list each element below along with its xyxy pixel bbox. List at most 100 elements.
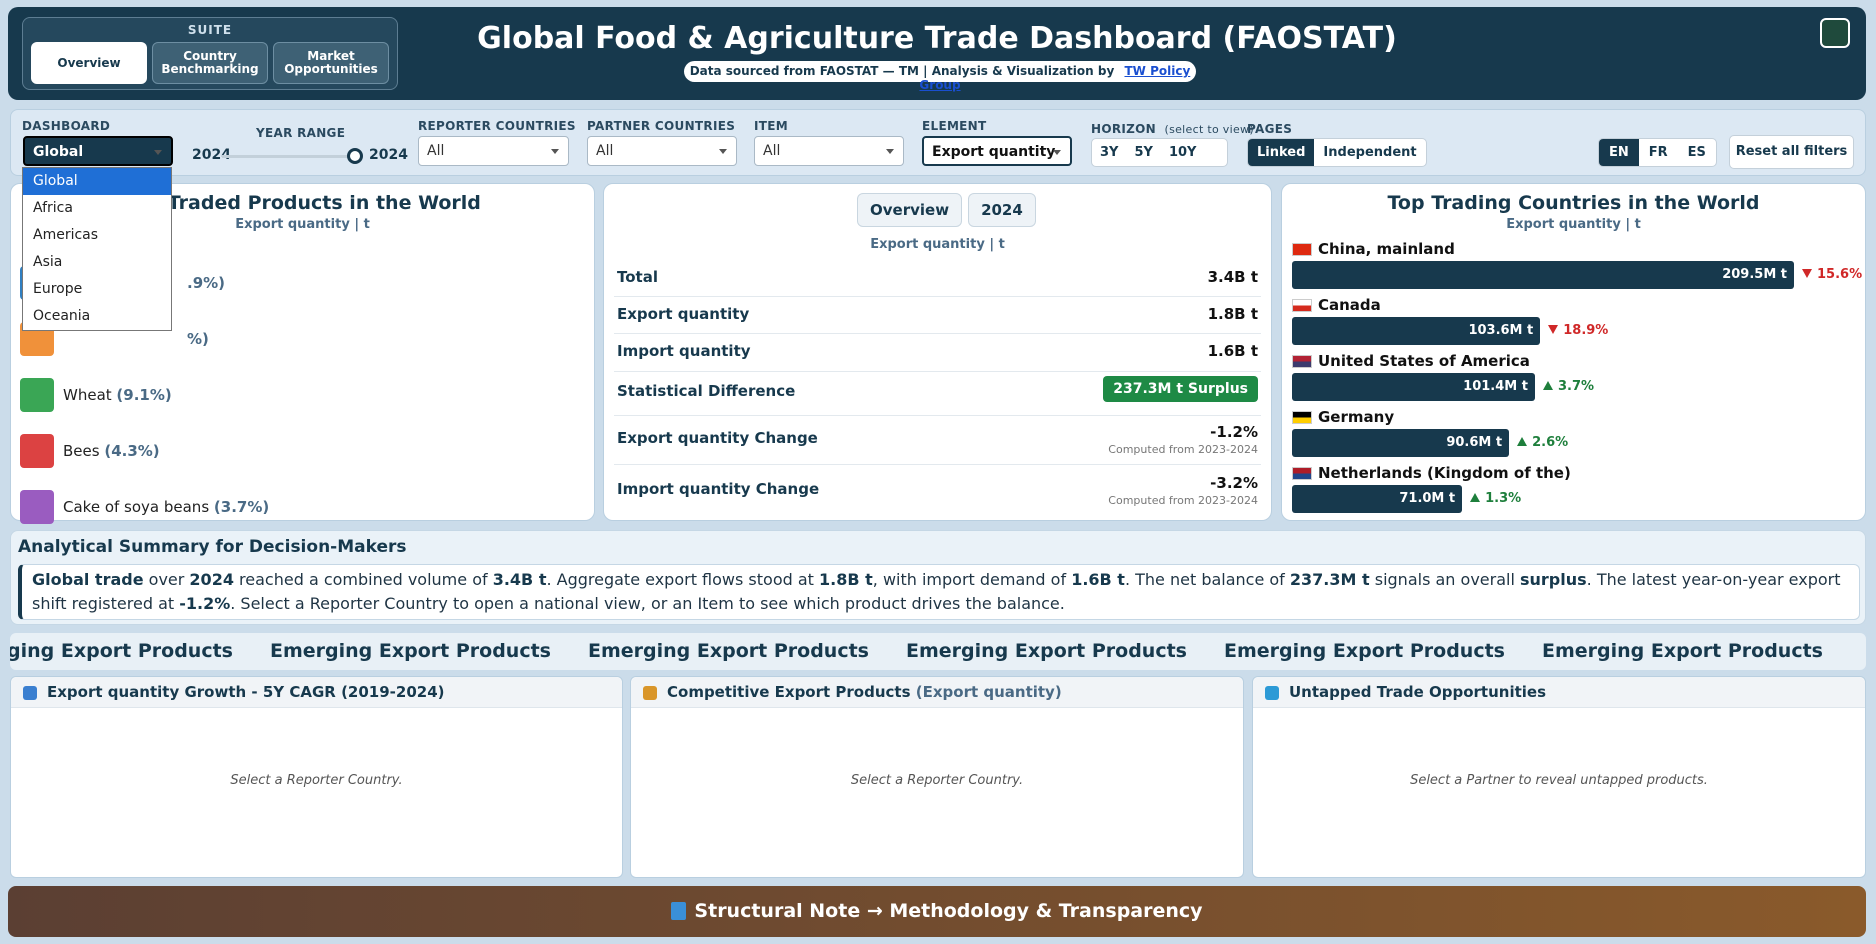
change-arrow [1470, 493, 1481, 502]
language-option[interactable]: ES [1687, 145, 1706, 160]
panel-message: Select a Partner to reveal untapped prod… [1410, 773, 1708, 788]
product-row: Wheat (9.1%) [20, 378, 580, 412]
footer-text: Structural Note → Methodology & Transpar… [694, 900, 1203, 922]
product-row: Cake of soya beans (3.7%) [20, 490, 580, 524]
link[interactable]: TW Policy Group [919, 64, 1191, 92]
summary-tab[interactable]: Overview [857, 193, 963, 227]
reporter-select[interactable]: All [418, 136, 569, 166]
flag [1292, 411, 1312, 424]
panel: Untapped Trade Opportunities Select a Par… [1252, 676, 1866, 878]
language-group: EN FR ES [1598, 138, 1717, 167]
summary-value: 3.4B t [1207, 268, 1258, 286]
panel-icon [643, 686, 657, 700]
text-run: . Aggregate export flows stood at [546, 570, 820, 589]
bar: 103.6M t [1292, 317, 1541, 345]
product-name: Wheat [63, 386, 112, 404]
panel: Competitive Export Products (Export quan… [630, 676, 1244, 878]
horizon-option[interactable]: 10Y [1168, 145, 1197, 160]
summary-tab[interactable]: 2024 [968, 193, 1036, 227]
select-value: All [427, 143, 445, 159]
dashboard-select[interactable]: Global [23, 136, 173, 166]
product-share: (9.1%) [116, 386, 172, 404]
product-swatch [20, 378, 54, 412]
title: Global Food & Agriculture Trade Dashboar… [477, 21, 1397, 56]
slider-knob[interactable] [347, 148, 363, 164]
dropdown-option[interactable]: Africa [33, 200, 73, 216]
ticker-item: Emerging Export Products [588, 640, 869, 662]
filter-label: PARTNER COUNTRIES [587, 119, 736, 133]
card-subtitle: Export quantity | t [870, 237, 1005, 252]
change-arrow [1542, 381, 1553, 390]
country-name: Netherlands (Kingdom of the) [1318, 464, 1571, 482]
filter-label: ITEM [754, 119, 788, 133]
year-end: 2024 [369, 147, 408, 163]
element-select[interactable]: Export quantity [922, 136, 1072, 166]
top-countries-card: Top Trading Countries in the World Expor… [1281, 183, 1866, 521]
summary-label: Import quantity Change [617, 480, 820, 498]
change: 3.7% [1542, 379, 1594, 394]
bar: 90.6M t [1292, 429, 1510, 457]
header: SUITE Overview Country Benchmarking Market… [8, 7, 1866, 100]
footer-button[interactable]: Structural Note → Methodology & Transpar… [8, 886, 1866, 937]
dropdown-option[interactable]: Asia [33, 254, 63, 270]
country-name: United States of America [1318, 352, 1530, 370]
emphasis: 2024 [189, 570, 234, 589]
panel-title: Export quantity Growth - 5Y CAGR (2019-2… [47, 683, 445, 701]
analysis-section: Analytical Summary for Decision-Makers G… [10, 530, 1866, 625]
summary-value: 1.6B t [1207, 342, 1258, 360]
pages-group: Linked Independent [1247, 138, 1427, 167]
ticker: Emerging Export Products Emerging Export … [10, 633, 1866, 670]
language-option[interactable]: EN [1599, 139, 1639, 166]
summary-value: -1.2% [1210, 423, 1258, 441]
change: 18.9% [1548, 323, 1608, 338]
item-select[interactable]: All [754, 136, 904, 166]
summary-card: Overview 2024 Export quantity | t Total 3.… [603, 183, 1272, 521]
emphasis: -1.2% [179, 594, 231, 613]
dropdown-option[interactable]: Oceania [33, 308, 91, 324]
year-start: 2024 [192, 147, 231, 163]
language-option[interactable]: FR [1648, 145, 1668, 160]
filter-bar: DASHBOARD Global YEAR RANGE 2024 2024 RE… [10, 109, 1866, 176]
filter-label: PAGES [1247, 122, 1293, 136]
reset-button[interactable]: Reset all filters [1729, 135, 1854, 169]
emphasis: 3.4B t [492, 570, 547, 589]
analysis-title: Analytical Summary for Decision-Makers [18, 537, 407, 557]
pages-option[interactable]: Linked [1248, 139, 1315, 166]
horizon-hint: (select to view) [1164, 123, 1254, 136]
summary-tabs: Overview 2024 [857, 193, 1036, 227]
horizon-option[interactable]: 5Y [1134, 145, 1153, 160]
bar-label: 101.4M t [1463, 379, 1528, 394]
partner-select[interactable]: All [587, 136, 737, 166]
bar-label: 103.6M t [1468, 323, 1534, 338]
bar: 101.4M t [1292, 373, 1535, 401]
panel-icon [1265, 686, 1279, 700]
product-share: (3.7%) [213, 498, 270, 516]
country-name: Germany [1318, 408, 1395, 426]
book-icon [671, 902, 687, 920]
product-swatch [20, 434, 54, 468]
flag [1292, 467, 1312, 480]
select-value: Export quantity [932, 144, 1056, 160]
suite-label: SUITE [187, 23, 233, 37]
panel-message: Select a Reporter Country. [850, 773, 1024, 788]
country-name: Canada [1318, 296, 1381, 314]
product-label: Wheat (9.1%) [63, 386, 172, 404]
suite-tab[interactable]: Country Benchmarking [152, 42, 268, 84]
change-value: 1.3% [1485, 491, 1522, 506]
subtitle-pill: Data sourced from FAOSTAT — TM | Analysi… [684, 61, 1196, 92]
dropdown-option[interactable]: Americas [33, 227, 99, 243]
pages-option[interactable]: Independent [1323, 145, 1417, 160]
suite-tab[interactable]: Overview [31, 42, 147, 84]
text-run: . The net balance of [1124, 570, 1290, 589]
product-label: Cake of soya beans (3.7%) [63, 498, 269, 516]
analysis-text: Global trade over 2024 reached a combine… [18, 564, 1860, 620]
horizon-option[interactable]: 3Y [1100, 145, 1119, 160]
text-run: reached a combined volume of [233, 570, 493, 589]
dropdown-option[interactable]: Global [23, 168, 171, 195]
ticker-item: Emerging Export Products [906, 640, 1187, 662]
suite-tab[interactable]: Market Opportunities [273, 42, 389, 84]
dropdown-option[interactable]: Europe [33, 281, 83, 297]
logo[interactable] [1820, 18, 1850, 48]
change-value: 18.9% [1563, 323, 1609, 338]
